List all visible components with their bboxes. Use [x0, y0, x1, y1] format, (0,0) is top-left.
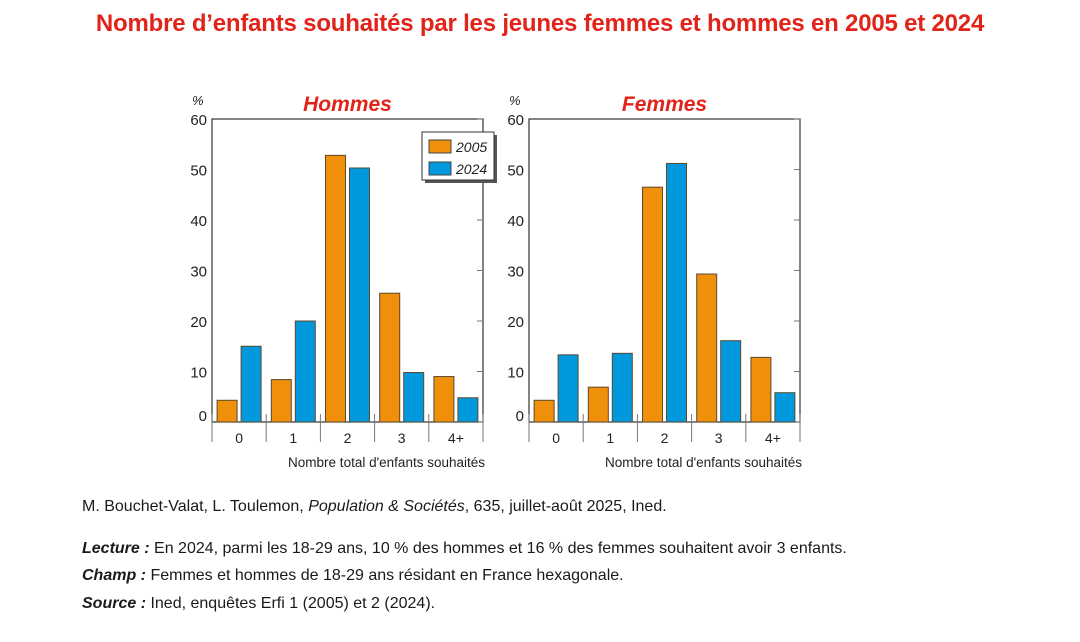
- bar-2024-1: [611, 352, 633, 423]
- bar-2024-4+: [774, 392, 796, 423]
- x-tick-label: 2: [344, 430, 352, 446]
- y-unit-label: %: [192, 93, 204, 108]
- y-tick-label: 50: [190, 163, 207, 180]
- legend-swatch-2005: [428, 139, 452, 154]
- bar-2024-0: [240, 345, 262, 423]
- note-text: En 2024, parmi les 18-29 ans, 10 % des h…: [149, 540, 847, 557]
- note-label: Source :: [82, 595, 147, 612]
- x-tick-label: 4+: [448, 430, 464, 446]
- chart-femmes: 0 10 20 30 40 50 60% Femmes 0 1 2 3 4+ Nombre total d…: [507, 93, 802, 470]
- x-axis-label: Nombre total d'enfants souhaités: [605, 455, 802, 470]
- bar-2005-4+: [750, 356, 772, 423]
- x-tick-label: 3: [398, 430, 406, 446]
- legend-label: 2024: [455, 161, 487, 177]
- y-tick-label: 40: [190, 213, 207, 230]
- panel-title: Hommes: [303, 93, 392, 116]
- note-label: Champ :: [82, 567, 146, 584]
- y-tick-label: 40: [507, 213, 524, 230]
- x-tick-label: 0: [552, 430, 560, 446]
- y-unit-label: %: [509, 93, 521, 108]
- legend: 2005 2024: [421, 131, 497, 183]
- note-source: Source : Ined, enquêtes Erfi 1 (2005) et…: [82, 595, 435, 613]
- note-text: Ined, enquêtes Erfi 1 (2005) et 2 (2024)…: [146, 595, 436, 612]
- bar-2005-4+: [433, 376, 455, 423]
- bar-2005-2: [642, 186, 663, 423]
- figure-title: Nombre d’enfants souhaités par les jeune…: [95, 10, 985, 37]
- y-tick-label: 10: [190, 365, 207, 382]
- note-lecture: Lecture : En 2024, parmi les 18-29 ans, …: [82, 540, 847, 558]
- y-tick-label: 0: [199, 408, 207, 425]
- y-tick-label: 30: [507, 264, 524, 281]
- y-tick-label: 20: [190, 314, 207, 331]
- citation-rest: , 635, juillet-août 2025, Ined.: [464, 498, 667, 515]
- y-tick-label: 10: [507, 365, 524, 382]
- y-tick-label: 60: [507, 112, 524, 129]
- bar-2005-3: [379, 292, 401, 423]
- bar-2005-0: [533, 399, 555, 423]
- citation-journal: Population & Sociétés: [308, 498, 465, 515]
- panel-title: Femmes: [622, 93, 707, 116]
- x-tick-label: 1: [606, 430, 614, 446]
- y-tick-label: 30: [190, 264, 207, 281]
- y-tick-label: 60: [190, 112, 207, 129]
- x-tick-label: 0: [235, 430, 243, 446]
- y-tick-label: 20: [507, 314, 524, 331]
- bar-2005-1: [587, 386, 609, 423]
- bar-2024-2: [349, 167, 370, 423]
- chart-hommes: 0 10 20 30 40 50 60% Hommes 0 1 2 3 4+ Nombre total d…: [190, 93, 497, 470]
- bar-2005-2: [325, 154, 346, 423]
- x-axis-label: Nombre total d'enfants souhaités: [288, 455, 485, 470]
- x-tick-label: 3: [715, 430, 723, 446]
- legend-swatch-2024: [428, 161, 452, 176]
- x-tick-label: 4+: [765, 430, 781, 446]
- note-label: Lecture :: [82, 540, 150, 557]
- note-champ: Champ : Femmes et hommes de 18-29 ans ré…: [82, 567, 624, 585]
- bar-2024-2: [666, 162, 687, 423]
- y-tick-label: 50: [507, 163, 524, 180]
- bar-2024-1: [294, 320, 316, 423]
- bar-2005-1: [270, 379, 292, 423]
- bar-2024-3: [720, 340, 742, 423]
- y-tick-label: 0: [516, 408, 524, 425]
- note-text: Femmes et hommes de 18-29 ans résidant e…: [146, 567, 624, 584]
- citation-authors: M. Bouchet-Valat, L. Toulemon,: [82, 498, 309, 515]
- bar-2005-3: [696, 273, 718, 423]
- bar-2024-0: [557, 354, 579, 423]
- bar-2024-3: [403, 372, 425, 423]
- x-tick-label: 2: [661, 430, 669, 446]
- citation: M. Bouchet-Valat, L. Toulemon, Populatio…: [82, 498, 667, 516]
- x-tick-label: 1: [289, 430, 297, 446]
- legend-label: 2005: [455, 139, 487, 155]
- bar-2024-4+: [457, 397, 479, 423]
- bar-2005-0: [216, 399, 238, 423]
